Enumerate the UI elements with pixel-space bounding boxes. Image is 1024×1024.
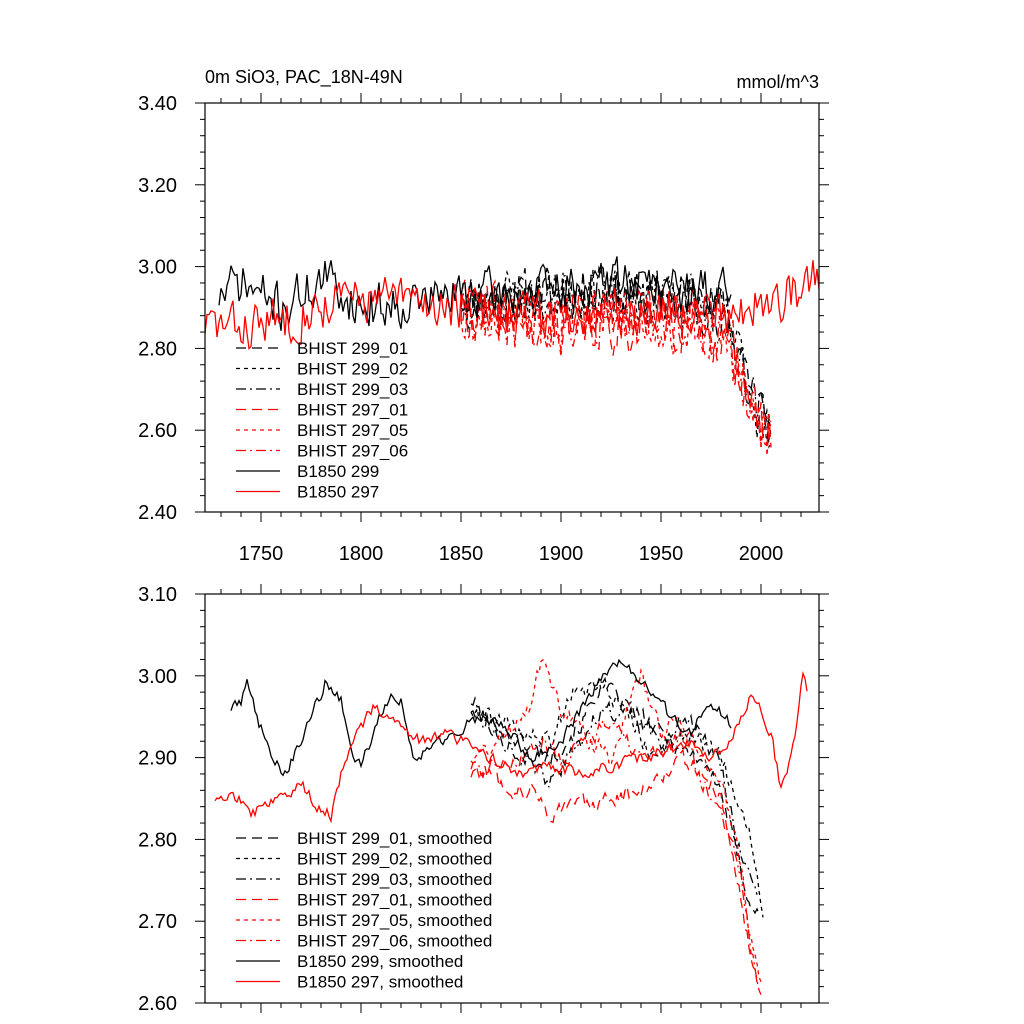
y-tick-label: 2.80 <box>138 829 177 851</box>
series-group <box>214 658 808 995</box>
x-tick-label: 1900 <box>539 543 584 565</box>
series-line-6 <box>470 718 762 995</box>
y-tick-label: 2.80 <box>138 338 177 360</box>
y-tick-label: 2.60 <box>138 993 177 1015</box>
legend-label: B1850 297 <box>297 483 379 502</box>
x-tick-label: 1750 <box>239 543 284 565</box>
legend-label: BHIST 299_03, smoothed <box>297 870 492 889</box>
series-line-8 <box>214 670 808 824</box>
legend-label: B1850 299 <box>297 462 379 481</box>
series-line-1 <box>460 267 772 440</box>
x-tick-label: 1850 <box>439 543 484 565</box>
legend-label: BHIST 299_02 <box>297 360 408 379</box>
units-label: mmol/m^3 <box>737 72 819 92</box>
legend-label: BHIST 297_01 <box>297 401 408 420</box>
series-line-3 <box>460 264 772 449</box>
y-tick-label: 2.40 <box>138 502 177 524</box>
y-tick-label: 3.10 <box>138 584 177 606</box>
y-tick-label: 3.00 <box>138 257 177 279</box>
legend-label: BHIST 299_01 <box>297 339 408 358</box>
series-line-5 <box>460 290 772 456</box>
legend-label: BHIST 297_01, smoothed <box>297 891 492 910</box>
y-tick-label: 3.20 <box>138 175 177 197</box>
legend-label: BHIST 299_03 <box>297 380 408 399</box>
legend-label: BHIST 297_06 <box>297 442 408 461</box>
legend-label: BHIST 297_06, smoothed <box>297 932 492 951</box>
x-tick-label: 1800 <box>339 543 384 565</box>
series-line-7 <box>218 256 732 331</box>
x-tick-label: 1950 <box>639 543 684 565</box>
legend-label: BHIST 299_01, smoothed <box>297 829 492 848</box>
legend-label: BHIST 299_02, smoothed <box>297 850 492 869</box>
y-tick-label: 2.60 <box>138 420 177 442</box>
y-tick-label: 3.00 <box>138 666 177 688</box>
legend-label: BHIST 297_05 <box>297 421 408 440</box>
series-line-3 <box>470 700 758 895</box>
series-line-8 <box>205 260 819 351</box>
series-group <box>205 256 819 456</box>
legend-label: B1850 297, smoothed <box>297 973 463 992</box>
y-tick-label: 2.70 <box>138 911 177 933</box>
plot-frame <box>204 593 820 1004</box>
legend: BHIST 299_01, smoothed BHIST 299_02, smoo… <box>236 829 492 992</box>
series-line-2 <box>470 679 764 918</box>
x-tick-label: 2000 <box>739 543 784 565</box>
y-tick-label: 3.40 <box>138 93 177 115</box>
series-line-7 <box>230 658 732 777</box>
legend-label: BHIST 297_05, smoothed <box>297 911 492 930</box>
chart-panel-1: 1750 1800 1850 1900 1950 2000 2.40 2.60 2.80 3.00… <box>138 67 829 565</box>
y-tick-label: 2.90 <box>138 748 177 770</box>
series-line-4 <box>470 748 758 983</box>
legend-label: B1850 299, smoothed <box>297 952 463 971</box>
series-line-5 <box>470 659 762 982</box>
series-line-2 <box>460 269 772 443</box>
plot-frame <box>204 102 820 513</box>
chart-title: 0m SiO3, PAC_18N-49N <box>205 67 403 88</box>
chart-panel-2: 2.60 2.70 2.80 2.90 3.00 3.10 BHIST 299_01, sm… <box>138 584 829 1015</box>
